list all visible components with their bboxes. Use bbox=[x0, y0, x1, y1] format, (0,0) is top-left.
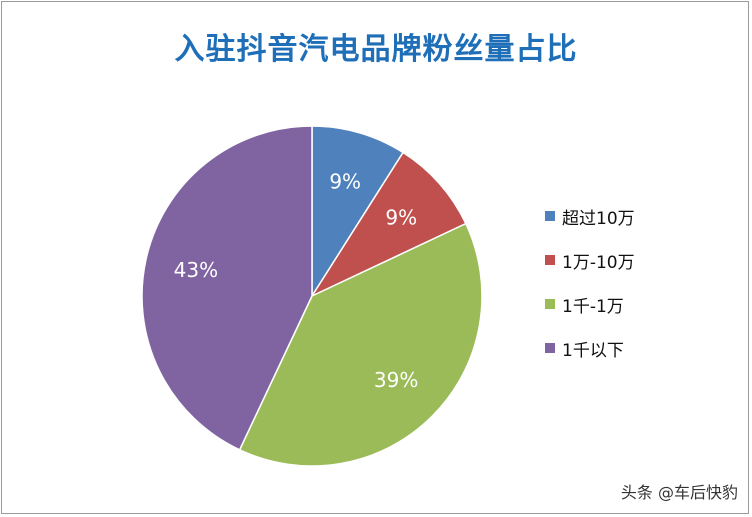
legend-label: 1千以下 bbox=[562, 340, 624, 361]
pie-slice bbox=[141, 125, 313, 451]
legend-label: 超过10万 bbox=[562, 208, 635, 229]
chart-title: 入驻抖音汽电品牌粉丝量占比 bbox=[174, 32, 578, 67]
legend-swatch bbox=[545, 299, 555, 309]
legend-swatch bbox=[545, 211, 555, 221]
legend-label: 1万-10万 bbox=[562, 252, 635, 273]
legend: 超过10万 1万-10万 1千-1万 1千以下 bbox=[545, 205, 635, 381]
legend-swatch bbox=[545, 255, 555, 265]
legend-item: 1千以下 bbox=[545, 337, 635, 361]
pie-slice bbox=[238, 222, 483, 467]
slice-label: 9% bbox=[329, 170, 361, 194]
slice-label: 43% bbox=[174, 258, 218, 282]
legend-label: 1千-1万 bbox=[562, 296, 624, 317]
pie-slice bbox=[311, 125, 405, 299]
legend-swatch bbox=[545, 343, 555, 353]
slice-label: 39% bbox=[374, 368, 418, 392]
slice-label: 9% bbox=[385, 205, 417, 229]
legend-item: 超过10万 bbox=[545, 205, 635, 229]
legend-item: 1万-10万 bbox=[545, 249, 635, 273]
legend-item: 1千-1万 bbox=[545, 293, 635, 317]
watermark: 头条 @车后快豹 bbox=[620, 483, 738, 502]
pie-slice bbox=[309, 151, 467, 298]
